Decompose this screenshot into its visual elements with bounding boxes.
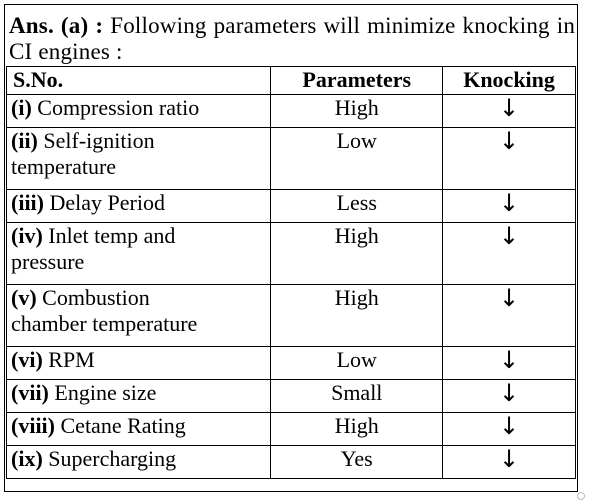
- parameter-cell: (iv) Inlet temp and pressure: [5, 222, 272, 285]
- parameter-value: Small: [270, 379, 444, 413]
- down-arrow-icon: ↓: [442, 412, 576, 446]
- parameter-name: Delay Period: [49, 190, 165, 215]
- answer-colon: :: [95, 13, 104, 38]
- table-row: (vi) RPM Low ↓: [5, 346, 576, 380]
- answer-intro: Ans. (a) : Following parameters will min…: [9, 13, 575, 65]
- parameter-value: High: [270, 284, 444, 347]
- answer-label: Ans.: [9, 13, 54, 38]
- parameter-name-continued: chamber temperature: [11, 311, 198, 336]
- parameter-cell: (v) Combustion chamber temperature: [5, 284, 272, 347]
- parameter-cell: (viii) Cetane Rating: [5, 412, 272, 446]
- down-arrow-icon: ↓: [442, 222, 576, 285]
- parameter-value: High: [270, 94, 444, 128]
- parameter-name: Self-ignition: [43, 128, 155, 153]
- parameter-name: Combustion: [42, 285, 150, 310]
- down-arrow-icon: ↓: [442, 127, 576, 190]
- down-arrow-icon: ↓: [442, 346, 576, 380]
- row-number: (i): [11, 95, 32, 120]
- row-number: (vii): [11, 380, 49, 405]
- row-number: (ii): [11, 128, 38, 153]
- table-row: (i) Compression ratio High ↓: [5, 94, 576, 128]
- table-row: (vii) Engine size Small ↓: [5, 379, 576, 413]
- parameter-value: Low: [270, 346, 444, 380]
- parameter-cell: (iii) Delay Period: [5, 189, 272, 223]
- header-parameters: Parameters: [270, 66, 444, 95]
- parameter-value: Less: [270, 189, 444, 223]
- row-number: (v): [11, 285, 37, 310]
- table-row: (ix) Supercharging Yes ↓: [5, 445, 576, 479]
- corner-mark-icon: [577, 492, 585, 500]
- table-row: (v) Combustion chamber temperature High ↓: [5, 284, 576, 347]
- parameter-name: Compression ratio: [37, 95, 200, 120]
- parameter-name: Inlet temp and: [48, 223, 176, 248]
- down-arrow-icon: ↓: [442, 379, 576, 413]
- parameter-cell: (ix) Supercharging: [5, 445, 272, 479]
- parameter-cell: (ii) Self-ignition temperature: [5, 127, 272, 190]
- down-arrow-icon: ↓: [442, 94, 576, 128]
- parameter-cell: (vii) Engine size: [5, 379, 272, 413]
- down-arrow-icon: ↓: [442, 284, 576, 347]
- table-row: (iii) Delay Period Less ↓: [5, 189, 576, 223]
- row-number: (viii): [11, 413, 55, 438]
- parameter-value: Low: [270, 127, 444, 190]
- parameter-name: Engine size: [54, 380, 157, 405]
- down-arrow-icon: ↓: [442, 189, 576, 223]
- table-row: (viii) Cetane Rating High ↓: [5, 412, 576, 446]
- knocking-parameters-table: S.No. Parameters Knocking (i) Compressio…: [5, 66, 576, 479]
- parameter-value: High: [270, 412, 444, 446]
- row-number: (iii): [11, 190, 44, 215]
- parameter-name-continued: pressure: [11, 249, 85, 274]
- answer-frame: Ans. (a) : Following parameters will min…: [4, 4, 578, 492]
- parameter-name: RPM: [48, 347, 95, 372]
- parameter-name: Cetane Rating: [60, 413, 186, 438]
- table-row: (iv) Inlet temp and pressure High ↓: [5, 222, 576, 285]
- parameter-name: Supercharging: [48, 446, 177, 471]
- parameter-value: High: [270, 222, 444, 285]
- row-number: (iv): [11, 223, 43, 248]
- answer-text: Following parameters will minimize knock…: [9, 13, 576, 64]
- parameter-name-continued: temperature: [11, 154, 117, 179]
- table-row: (ii) Self-ignition temperature Low ↓: [5, 127, 576, 190]
- answer-part: (a): [60, 13, 89, 38]
- header-knocking: Knocking: [442, 66, 576, 95]
- down-arrow-icon: ↓: [442, 445, 576, 479]
- header-sno: S.No.: [5, 66, 272, 95]
- parameter-cell: (vi) RPM: [5, 346, 272, 380]
- row-number: (vi): [11, 347, 43, 372]
- table-header-row: S.No. Parameters Knocking: [5, 66, 576, 95]
- parameter-value: Yes: [270, 445, 444, 479]
- parameter-cell: (i) Compression ratio: [5, 94, 272, 128]
- row-number: (ix): [11, 446, 43, 471]
